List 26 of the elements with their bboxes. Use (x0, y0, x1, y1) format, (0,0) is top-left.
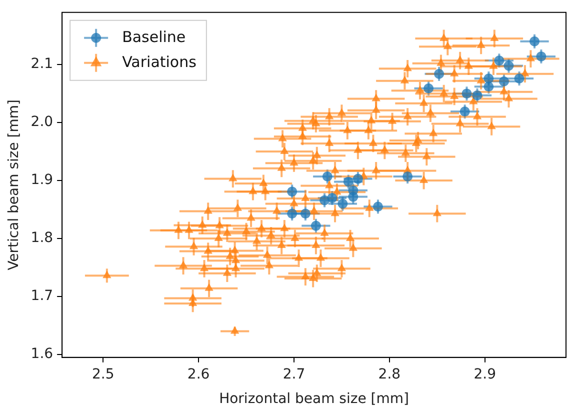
y-tick-label: 1.8 (30, 230, 54, 246)
point (300, 208, 310, 219)
point (460, 106, 470, 117)
y-tick-label: 2.1 (30, 56, 54, 72)
y-tick-label: 1.7 (30, 288, 54, 304)
point (494, 56, 504, 66)
y-axis-title: Vertical beam size [mm] (6, 99, 22, 270)
x-tick-label: 2.6 (187, 366, 210, 382)
point (310, 220, 321, 231)
legend-label: Variations (122, 52, 197, 71)
point (434, 68, 444, 79)
legend-label: Baseline (122, 28, 186, 46)
point (287, 208, 298, 219)
y-tick-label: 1.9 (30, 172, 54, 188)
x-tick-label: 2.7 (282, 366, 306, 382)
y-tick-label: 2.0 (30, 114, 54, 130)
x-axis-title: Horizontal beam size [mm] (219, 391, 409, 408)
point (322, 171, 332, 182)
y-tick-label: 1.6 (30, 346, 54, 362)
point (530, 36, 540, 46)
point (348, 192, 358, 202)
x-tick-label: 2.9 (474, 366, 496, 382)
x-tick-label: 2.5 (92, 366, 114, 382)
x-tick-label: 2.8 (378, 366, 401, 382)
point (504, 60, 514, 71)
point (287, 186, 298, 197)
